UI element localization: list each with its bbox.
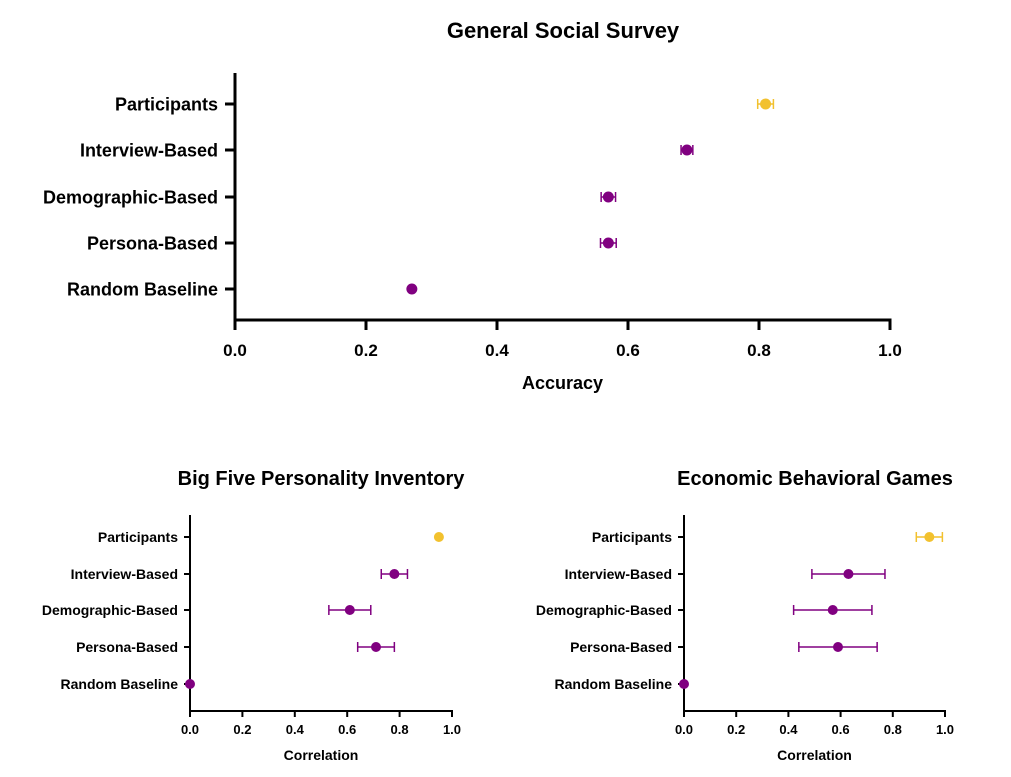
x-tick-label: 1.0	[443, 722, 461, 737]
x-axis-label: Correlation	[777, 747, 852, 763]
y-category-label: Demographic-Based	[43, 187, 218, 207]
data-point	[344, 605, 355, 615]
x-tick-label: 0.0	[675, 722, 693, 737]
y-category-label: Demographic-Based	[536, 602, 672, 618]
x-tick-label: 0.6	[832, 722, 850, 737]
data-point	[371, 642, 382, 652]
y-category-label: Interview-Based	[71, 566, 178, 582]
x-tick-label: 0.8	[884, 722, 902, 737]
y-category-label: Persona-Based	[87, 233, 218, 253]
x-tick-label: 0.8	[391, 722, 409, 737]
y-category-label: Random Baseline	[555, 676, 673, 692]
x-tick-label: 0.8	[747, 341, 771, 360]
x-tick-label: 0.0	[223, 341, 247, 360]
x-tick-label: 0.4	[286, 722, 305, 737]
data-point	[602, 237, 614, 249]
x-tick-label: 0.2	[233, 722, 251, 737]
x-tick-label: 0.6	[338, 722, 356, 737]
data-point	[185, 679, 195, 689]
x-tick-label: 0.2	[727, 722, 745, 737]
x-axis-label: Accuracy	[522, 373, 603, 393]
x-tick-label: 1.0	[878, 341, 902, 360]
data-point	[406, 283, 418, 295]
y-category-label: Interview-Based	[565, 566, 672, 582]
data-point	[681, 144, 693, 156]
x-axis-label: Correlation	[284, 747, 359, 763]
y-category-label: Random Baseline	[61, 676, 179, 692]
data-point	[602, 191, 614, 203]
data-point	[389, 569, 400, 579]
data-point	[924, 532, 935, 542]
y-category-label: Persona-Based	[570, 639, 672, 655]
y-category-label: Participants	[98, 529, 178, 545]
chart-title: Big Five Personality Inventory	[178, 468, 466, 490]
data-point	[827, 605, 838, 615]
chart-panel-2: Big Five Personality Inventory 0.0 0.2 0.4 0…	[42, 468, 465, 763]
chart-panel-3: Economic Behavioral Games 0.0 0.2 0.4 0.6 0.8…	[536, 468, 954, 763]
x-tick-label: 0.0	[181, 722, 199, 737]
chart-panel-1: General Social Survey 0.0 0.2 0.4 0.6 0.8 1.0 A…	[43, 18, 902, 393]
chart-title: General Social Survey	[447, 18, 680, 43]
y-category-label: Demographic-Based	[42, 602, 178, 618]
x-tick-label: 0.2	[354, 341, 378, 360]
y-category-label: Participants	[115, 94, 218, 114]
data-point	[843, 569, 854, 579]
x-tick-label: 0.4	[485, 341, 509, 360]
data-point	[679, 679, 689, 689]
y-category-label: Random Baseline	[67, 279, 218, 299]
data-point	[760, 98, 772, 110]
data-point	[433, 532, 444, 542]
y-category-label: Participants	[592, 529, 672, 545]
chart-title: Economic Behavioral Games	[677, 468, 953, 490]
y-category-label: Interview-Based	[80, 140, 218, 160]
x-tick-label: 0.6	[616, 341, 640, 360]
x-tick-label: 1.0	[936, 722, 954, 737]
data-point	[832, 642, 843, 652]
y-category-label: Persona-Based	[76, 639, 178, 655]
x-tick-label: 0.4	[779, 722, 798, 737]
